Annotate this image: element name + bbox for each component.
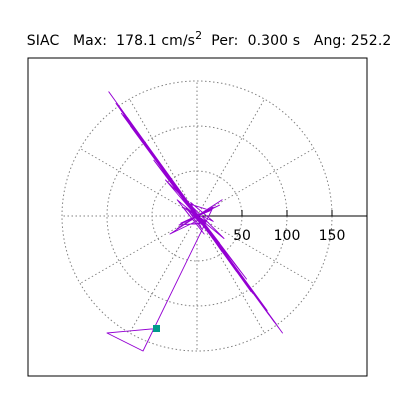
- radial-tick-label-50: 50: [233, 228, 251, 244]
- grid-spoke-150: [79, 148, 198, 217]
- radial-tick-label-150: 150: [319, 228, 346, 244]
- trace-layer: [106, 91, 283, 352]
- period-value: 0.300 s: [247, 33, 301, 49]
- trace-end-marker: [153, 325, 160, 332]
- particle-motion-trace: [106, 91, 283, 352]
- radial-tick-label-100: 100: [274, 228, 301, 244]
- radial-axis: 50 100 150: [197, 210, 367, 244]
- plot-frame: [27, 57, 368, 377]
- grid-spoke-240: [129, 215, 198, 334]
- angle-label: Ang:: [313, 33, 347, 49]
- grid-spoke-60: [196, 98, 265, 217]
- grid-spoke-30: [196, 148, 315, 217]
- marker-layer: [153, 325, 160, 332]
- period-label: Per:: [211, 33, 239, 49]
- max-unit: cm/s: [161, 33, 196, 49]
- angle-value: 252.2: [350, 33, 392, 49]
- grid-spoke-210: [79, 215, 198, 284]
- max-value: 178.1: [116, 33, 157, 49]
- chart-title: SIAC Max: 178.1 cm/s2 Per: 0.300 s Ang: …: [0, 14, 400, 68]
- grid-spoke-300: [196, 215, 265, 334]
- grid-spoke-330: [196, 215, 315, 284]
- max-label: Max:: [72, 33, 108, 49]
- max-unit-exponent: 2: [195, 29, 203, 42]
- grid-spoke-120: [129, 98, 198, 217]
- station-code: SIAC: [26, 33, 60, 49]
